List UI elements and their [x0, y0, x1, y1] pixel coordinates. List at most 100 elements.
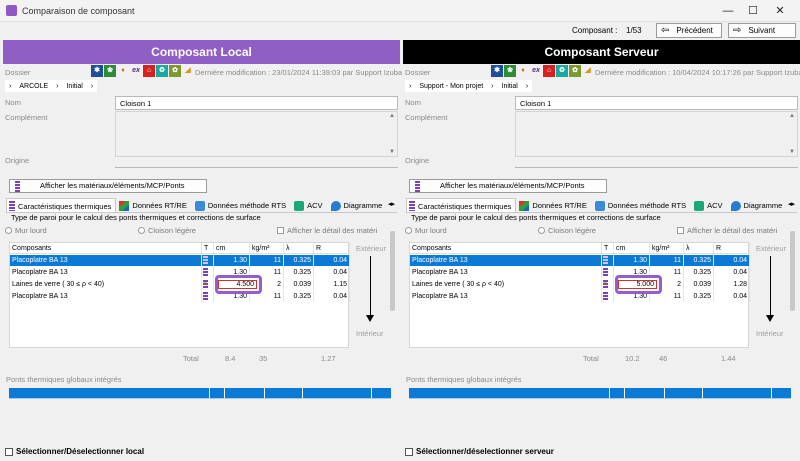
col-type[interactable]: T — [602, 243, 614, 254]
cell-kg[interactable]: 11 — [650, 255, 684, 266]
cell-cm[interactable]: 1.30 — [214, 255, 250, 266]
col-components[interactable]: Composants — [10, 243, 202, 254]
breadcrumb[interactable]: › ARCOLE › Initial › — [5, 80, 98, 92]
cell-component[interactable]: Placoplatre BA 13 — [410, 291, 602, 302]
cell-component[interactable]: Placoplatre BA 13 — [410, 267, 602, 278]
cell-r[interactable]: 1.28 — [714, 279, 750, 290]
scroll-thumb[interactable] — [390, 231, 395, 311]
scroll-down-icon[interactable]: ▼ — [389, 149, 395, 155]
cell-component[interactable]: Placoplatre BA 13 — [10, 291, 202, 302]
cell-r[interactable]: 0.04 — [714, 267, 750, 278]
complement-field[interactable]: ▲ ▼ — [115, 111, 398, 157]
origin-field[interactable] — [515, 157, 798, 168]
thickness-edit-input[interactable]: 5.000 — [618, 280, 657, 289]
cell-type[interactable] — [602, 267, 614, 278]
cell-type[interactable] — [202, 255, 214, 266]
table-row[interactable]: Laines de verre ( 30 ≤ ρ < 40) 2 0.039 1.15… — [10, 279, 350, 290]
tab-rts[interactable]: Données méthode RTS — [192, 198, 291, 213]
cell-kg[interactable]: 11 — [250, 255, 284, 266]
cell-kg[interactable]: 11 — [650, 267, 684, 278]
col-type[interactable]: T — [202, 243, 214, 254]
name-field[interactable]: Cloison 1 — [515, 96, 798, 110]
cell-type[interactable] — [602, 279, 614, 290]
show-materials-button[interactable]: Afficher les matériaux/éléments/MCP/Pont… — [409, 179, 607, 193]
tab-thermal[interactable]: Caractéristiques thermiques — [6, 198, 117, 213]
close-button[interactable]: ✕ — [775, 5, 785, 17]
cell-type[interactable] — [602, 291, 614, 302]
breadcrumb[interactable]: › Support - Mon projet › Initial › — [405, 80, 533, 92]
cell-type[interactable] — [602, 255, 614, 266]
scroll-up-icon[interactable]: ▲ — [789, 113, 795, 119]
col-r[interactable]: R — [714, 243, 750, 254]
scroll-down-icon[interactable]: ▼ — [789, 149, 795, 155]
tab-diagram[interactable]: Diagramme — [328, 198, 388, 213]
radio-heavy-wall[interactable]: Mur lourd — [405, 226, 447, 235]
cell-component[interactable]: Laines de verre ( 30 ≤ ρ < 40) — [410, 279, 602, 290]
breadcrumb-project[interactable]: Support - Mon projet — [419, 82, 484, 90]
cell-kg[interactable]: 2 — [250, 279, 284, 290]
cell-r[interactable]: 0.04 — [714, 255, 750, 266]
cell-kg[interactable]: 2 — [650, 279, 684, 290]
table-row[interactable]: Placoplatre BA 13 1.30 11 0.325 0.04 — [410, 267, 750, 278]
cell-lambda[interactable]: 0.039 — [284, 279, 314, 290]
cell-type[interactable] — [202, 291, 214, 302]
next-button[interactable]: ⇨ Suivant — [728, 23, 796, 38]
breadcrumb-variant[interactable]: Initial — [66, 82, 83, 90]
cell-cm[interactable]: 1.30 — [614, 291, 650, 302]
vertical-scrollbar[interactable] — [389, 223, 396, 343]
breadcrumb-project[interactable]: ARCOLE — [19, 82, 49, 90]
cell-r[interactable]: 0.04 — [314, 291, 350, 302]
cell-kg[interactable]: 11 — [250, 267, 284, 278]
cell-r[interactable]: 1.15 — [314, 279, 350, 290]
table-row[interactable]: Placoplatre BA 13 1.30 11 0.325 0.04 — [10, 255, 350, 266]
table-row[interactable]: Placoplatre BA 13 1.30 11 0.325 0.04 — [410, 291, 750, 302]
cell-component[interactable]: Placoplatre BA 13 — [410, 255, 602, 266]
cell-r[interactable]: 0.04 — [314, 255, 350, 266]
col-kg[interactable]: kg/m² — [250, 243, 284, 254]
table-row[interactable]: Placoplatre BA 13 1.30 11 0.325 0.04 — [410, 255, 750, 266]
tab-scroll-icon[interactable]: ◂▸ — [388, 201, 396, 208]
detail-checkbox[interactable]: Afficher le détail des matéri — [277, 226, 377, 235]
tab-rts[interactable]: Données méthode RTS — [592, 198, 691, 213]
col-lambda[interactable]: λ — [684, 243, 714, 254]
cell-cm[interactable]: 1.30 — [614, 267, 650, 278]
cell-kg[interactable]: 11 — [650, 291, 684, 302]
maximize-button[interactable]: ☐ — [748, 5, 758, 17]
tab-rt-re[interactable]: Données RT/RE — [116, 198, 191, 213]
col-components[interactable]: Composants — [410, 243, 602, 254]
cell-lambda[interactable]: 0.325 — [284, 291, 314, 302]
radio-light-partition[interactable]: Cloison légère — [138, 226, 196, 235]
tab-rt-re[interactable]: Données RT/RE — [516, 198, 591, 213]
scroll-thumb[interactable] — [790, 231, 795, 311]
scroll-up-icon[interactable]: ▲ — [389, 113, 395, 119]
previous-button[interactable]: ⇦ Précédent — [656, 23, 722, 38]
origin-field[interactable] — [115, 157, 398, 168]
thickness-edit-input[interactable]: 4.500 — [218, 280, 257, 289]
thermal-bridges-row[interactable] — [9, 388, 391, 398]
table-row[interactable]: Laines de verre ( 30 ≤ ρ < 40) 2 0.039 1.28… — [410, 279, 750, 290]
cell-cm[interactable]: 1.30 — [214, 291, 250, 302]
tab-diagram[interactable]: Diagramme — [728, 198, 788, 213]
cell-r[interactable]: 0.04 — [714, 291, 750, 302]
cell-cm[interactable]: 1.30 — [214, 267, 250, 278]
col-cm[interactable]: cm — [614, 243, 650, 254]
detail-checkbox[interactable]: Afficher le détail des matéri — [677, 226, 777, 235]
cell-lambda[interactable]: 0.325 — [684, 291, 714, 302]
tab-acv[interactable]: ACV — [291, 198, 327, 213]
cell-cm[interactable]: 1.30 — [614, 255, 650, 266]
col-r[interactable]: R — [314, 243, 350, 254]
cell-lambda[interactable]: 0.325 — [284, 267, 314, 278]
tab-acv[interactable]: ACV — [691, 198, 727, 213]
cell-lambda[interactable]: 0.325 — [684, 255, 714, 266]
select-all-checkbox[interactable]: Sélectionner/déselectionner serveur — [405, 447, 554, 456]
tab-scroll-icon[interactable]: ◂▸ — [788, 201, 796, 208]
tab-thermal[interactable]: Caractéristiques thermiques — [406, 198, 517, 213]
col-lambda[interactable]: λ — [284, 243, 314, 254]
select-all-checkbox[interactable]: Sélectionner/Déselectionner local — [5, 447, 144, 456]
show-materials-button[interactable]: Afficher les matériaux/éléments/MCP/Pont… — [9, 179, 207, 193]
cell-type[interactable] — [202, 279, 214, 290]
cell-component[interactable]: Laines de verre ( 30 ≤ ρ < 40) — [10, 279, 202, 290]
cell-lambda[interactable]: 0.325 — [684, 267, 714, 278]
cell-r[interactable]: 0.04 — [314, 267, 350, 278]
breadcrumb-variant[interactable]: Initial — [501, 82, 518, 90]
